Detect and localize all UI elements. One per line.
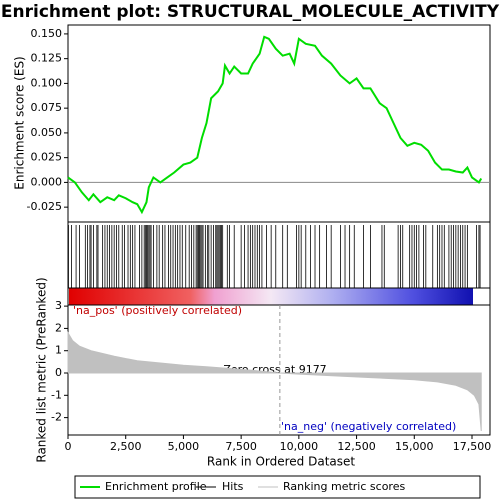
x-tick-label: 10,000 [280, 440, 319, 453]
es-line [67, 35, 483, 215]
y-tick-label: 0.050 [31, 126, 63, 139]
y-tick-label: 0.000 [31, 175, 63, 188]
legend-label: Enrichment profile [105, 480, 207, 493]
annotation: 'na_neg' (negatively correlated) [281, 420, 456, 433]
color-bar [69, 288, 473, 305]
y-tick-label: 3 [55, 299, 62, 312]
y-tick-label: -1 [51, 388, 62, 401]
y-tick-label: 0.150 [31, 27, 63, 40]
y-tick-label: -2 [51, 411, 62, 424]
legend-label: Hits [222, 480, 244, 493]
y-tick-label: 1 [55, 344, 62, 357]
x-tick-label: 17,500 [453, 440, 492, 453]
y-axis-label: Enrichment score (ES) [13, 56, 27, 189]
metric-area [67, 331, 482, 432]
legend-label: Ranking metric scores [283, 480, 405, 493]
annotation: 'na_pos' (positively correlated) [73, 304, 242, 317]
y-tick-label: 0.075 [31, 101, 63, 114]
y-tick-label: -0.025 [27, 200, 62, 213]
y-tick-label: 0.100 [31, 76, 63, 89]
x-tick-label: 2,500 [110, 440, 142, 453]
x-tick-label: 7,500 [225, 440, 257, 453]
plot-frame [67, 24, 491, 436]
y-tick-label: 2 [55, 321, 62, 334]
x-axis-label: Rank in Ordered Dataset [207, 455, 355, 469]
y-tick-label: 0.125 [31, 52, 63, 65]
y-tick-label: 0 [55, 366, 62, 379]
y-tick-label: 0.025 [31, 151, 63, 164]
x-tick-label: 0 [65, 440, 72, 453]
y-axis-label: Ranked list metric (PreRanked) [35, 277, 49, 462]
x-tick-label: 12,500 [337, 440, 376, 453]
x-tick-label: 15,000 [395, 440, 434, 453]
chart-title: Enrichment plot: STRUCTURAL_MOLECULE_ACT… [1, 2, 500, 22]
x-tick-label: 5,000 [168, 440, 200, 453]
